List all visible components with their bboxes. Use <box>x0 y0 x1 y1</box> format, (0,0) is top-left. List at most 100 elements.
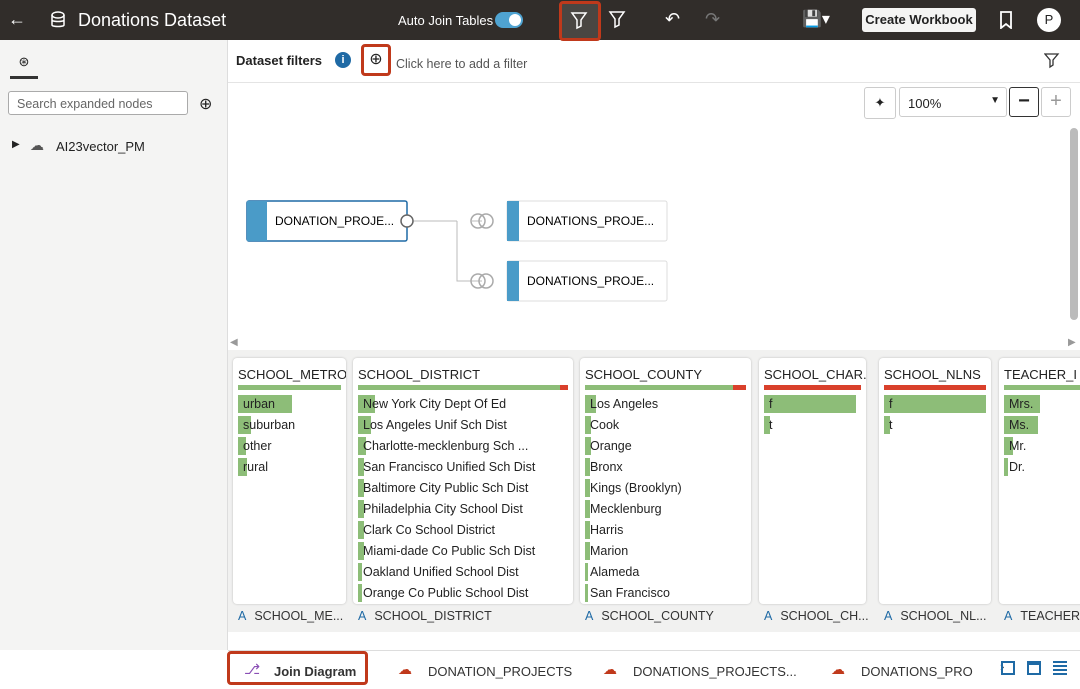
avatar[interactable]: P <box>1037 8 1061 32</box>
add-button[interactable]: ⊕ <box>199 96 213 113</box>
undo-button[interactable]: ↶ <box>665 9 681 29</box>
value-row[interactable]: Dr. <box>1004 458 1080 476</box>
value-label: Alameda <box>590 565 640 579</box>
value-row[interactable]: Mr. <box>1004 437 1080 455</box>
column-footer: A SCHOOL_COUNTY <box>585 609 714 623</box>
layout-button[interactable] <box>1001 661 1015 675</box>
frequency-bar <box>1004 437 1013 455</box>
value-row[interactable]: Los Angeles Unif Sch Dist <box>358 416 568 434</box>
value-row[interactable]: Miami-dade Co Public Sch Dist <box>358 542 568 560</box>
value-row[interactable]: Kings (Brooklyn) <box>585 479 746 497</box>
value-row[interactable]: Bronx <box>585 458 746 476</box>
frequency-bar <box>764 395 857 413</box>
zoom-select[interactable]: 100% ▼ <box>899 87 1007 117</box>
layout-button[interactable] <box>1027 661 1041 675</box>
column-card[interactable]: SCHOOL_COUNTY Los Angeles Cook Orange Bronx K… <box>580 358 751 604</box>
column-card[interactable]: TEACHER_I Mrs. Ms. Mr. Dr. <box>999 358 1080 604</box>
column-card[interactable]: SCHOOL_NLNS f t <box>879 358 991 604</box>
value-row[interactable]: Mecklenburg <box>585 500 746 518</box>
value-row[interactable]: Alameda <box>585 563 746 581</box>
column-card[interactable]: SCHOOL_METRO urban suburban other rural <box>233 358 346 604</box>
frequency-bar <box>1004 458 1008 476</box>
back-button[interactable]: ← <box>8 9 26 29</box>
redo-button[interactable]: ↷ <box>705 9 721 29</box>
value-label: suburban <box>243 418 296 432</box>
dataset-icon <box>51 11 65 28</box>
frequency-bar <box>585 416 592 434</box>
frequency-bar <box>585 563 589 581</box>
value-row[interactable]: t <box>884 416 986 434</box>
zoom-in[interactable]: + <box>1041 87 1071 117</box>
tree-node[interactable]: AI23vector_PM <box>56 139 145 154</box>
search-input[interactable]: Search expanded nodes <box>8 91 188 115</box>
tab-label[interactable]: Join Diagram <box>274 664 357 679</box>
value-label: Ms. <box>1009 418 1030 432</box>
footer-label: SCHOOL_CH... <box>780 609 869 623</box>
sidebar-tab[interactable]: ⊛ <box>10 54 38 79</box>
value-row[interactable]: Clark Co School District <box>358 521 568 539</box>
auto-join-toggle[interactable] <box>495 12 523 28</box>
layout-button[interactable] <box>1053 661 1067 675</box>
create-workbook-button[interactable]: Create Workbook <box>862 8 976 32</box>
value-row[interactable]: Marion <box>585 542 746 560</box>
frequency-bar <box>764 416 770 434</box>
bookmark-button[interactable] <box>999 11 1013 29</box>
frequency-bar <box>358 563 363 581</box>
value-row[interactable]: Philadelphia City School Dist <box>358 500 568 518</box>
svg-text:◀: ◀ <box>230 337 238 348</box>
filter-placeholder[interactable]: Click here to add a filter <box>396 57 528 71</box>
tab-label[interactable]: DONATION_PROJECTS <box>428 664 573 679</box>
value-row[interactable]: f <box>764 395 861 413</box>
frequency-bar <box>358 479 365 497</box>
value-row[interactable]: Orange <box>585 437 746 455</box>
value-row[interactable]: suburban <box>238 416 341 434</box>
frequency-bar <box>238 395 292 413</box>
save-button[interactable]: 💾▾ <box>802 11 830 28</box>
node-label: DONATIONS_PROJE... <box>527 274 654 288</box>
filter-button[interactable] <box>559 1 601 41</box>
value-row[interactable]: San Francisco Unified Sch Dist <box>358 458 568 476</box>
quality-bar <box>733 385 746 390</box>
value-row[interactable]: Mrs. <box>1004 395 1080 413</box>
active-tab[interactable] <box>227 651 368 685</box>
auto-layout-button[interactable]: ✦ <box>864 87 896 119</box>
zoom-out[interactable]: − <box>1009 87 1039 117</box>
value-row[interactable]: Cook <box>585 416 746 434</box>
value-row[interactable]: Harris <box>585 521 746 539</box>
value-row[interactable]: Oakland Unified School Dist <box>358 563 568 581</box>
frequency-bar <box>585 395 597 413</box>
column-title: SCHOOL_COUNTY <box>585 367 703 382</box>
column-card[interactable]: SCHOOL_CHAR... f t <box>759 358 866 604</box>
value-row[interactable]: rural <box>238 458 341 476</box>
filter-bar: Dataset filters i ⊕ Click here to add a … <box>228 40 1080 83</box>
frequency-bar <box>238 437 247 455</box>
value-label: Charlotte-mecklenburg Sch ... <box>363 439 529 453</box>
frequency-bar <box>358 500 365 518</box>
value-label: Bronx <box>590 460 623 474</box>
frequency-bar <box>238 416 252 434</box>
value-row[interactable]: other <box>238 437 341 455</box>
v-scrollbar[interactable] <box>1070 128 1078 320</box>
value-label: Clark Co School District <box>363 523 495 537</box>
value-row[interactable]: Baltimore City Public Sch Dist <box>358 479 568 497</box>
expand-arrow[interactable]: ▶ <box>12 139 20 150</box>
value-row[interactable]: San Francisco <box>585 584 746 602</box>
add-filter-button[interactable]: ⊕ <box>361 44 391 76</box>
tab-label[interactable]: DONATIONS_PRO <box>861 664 973 679</box>
footer-label: SCHOOL_NL... <box>900 609 987 623</box>
filter-options[interactable] <box>1044 53 1060 69</box>
value-row[interactable]: urban <box>238 395 341 413</box>
quality-bar <box>884 385 986 390</box>
value-row[interactable]: Orange Co Public School Dist <box>358 584 568 602</box>
value-row[interactable]: t <box>764 416 861 434</box>
tab-label[interactable]: DONATIONS_PROJECTS... <box>633 664 797 679</box>
value-row[interactable]: Ms. <box>1004 416 1080 434</box>
value-row[interactable]: Charlotte-mecklenburg Sch ... <box>358 437 568 455</box>
value-row[interactable]: New York City Dept Of Ed <box>358 395 568 413</box>
filter-alt-button[interactable] <box>608 10 628 30</box>
frequency-bar <box>585 521 590 539</box>
column-card[interactable]: SCHOOL_DISTRICT New York City Dept Of Ed L… <box>353 358 573 604</box>
value-row[interactable]: f <box>884 395 986 413</box>
value-row[interactable]: Los Angeles <box>585 395 746 413</box>
info-icon[interactable]: i <box>335 52 351 68</box>
